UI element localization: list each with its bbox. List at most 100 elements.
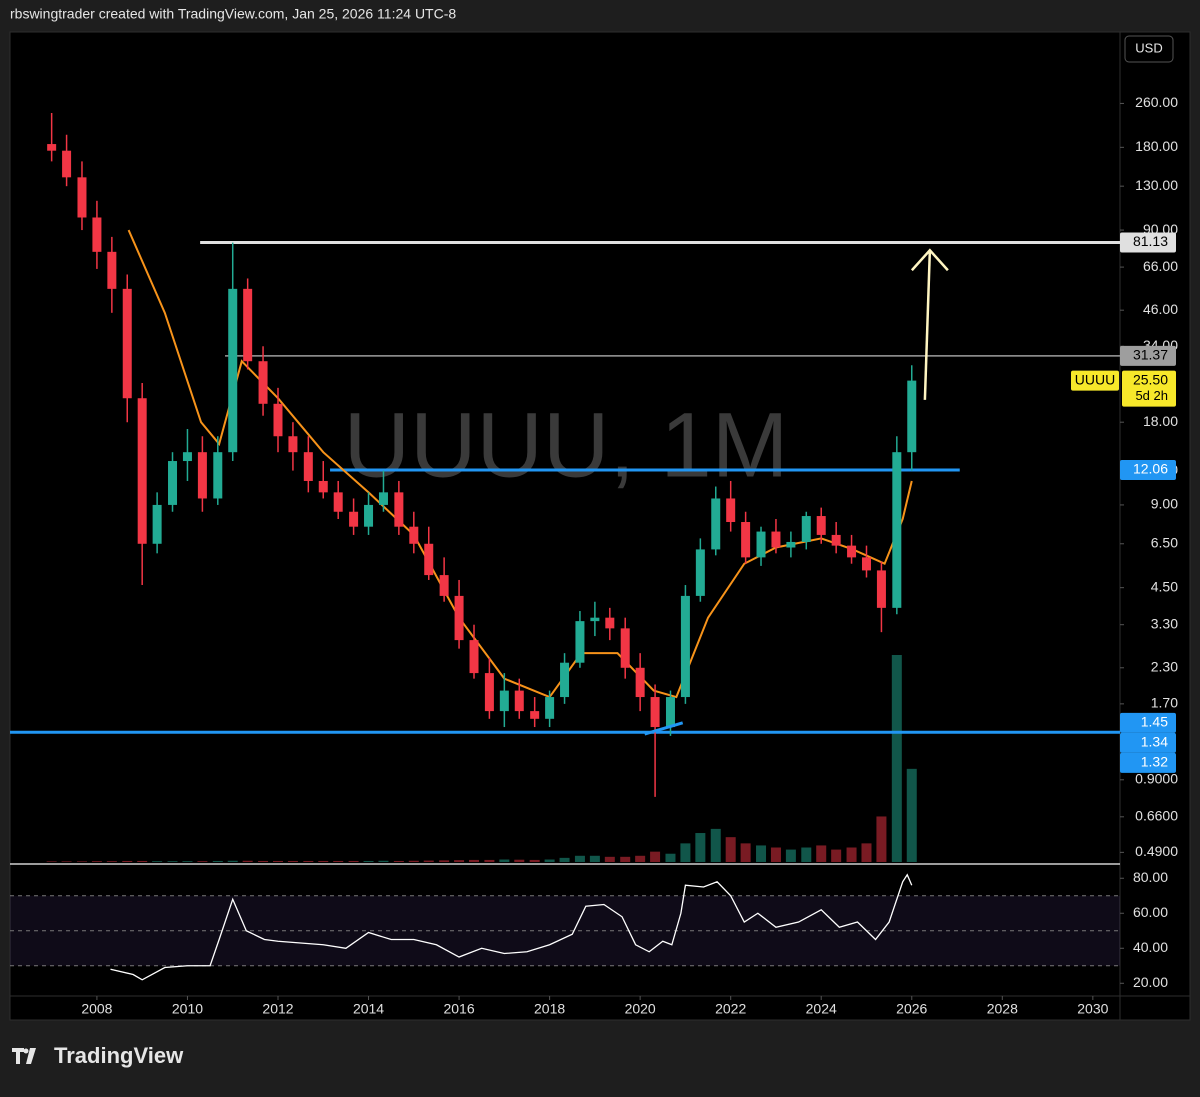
- volume-bar: [91, 861, 102, 862]
- volume-bar: [454, 860, 465, 862]
- volume-bar: [212, 860, 223, 862]
- y-tick-label: 260.00: [1135, 94, 1178, 110]
- candle-body: [454, 595, 464, 641]
- volume-bar: [106, 861, 117, 862]
- arrow-shaft: [923, 250, 932, 400]
- volume-bar: [785, 849, 796, 862]
- candle-body: [831, 534, 841, 546]
- candle-body: [801, 516, 811, 542]
- x-tick-label: 2014: [353, 1001, 384, 1017]
- y-tick-label: 18.00: [1143, 413, 1178, 429]
- candle-body: [333, 492, 343, 512]
- currency-label[interactable]: USD: [1135, 40, 1162, 55]
- volume-bar: [303, 860, 314, 862]
- volume-bar: [469, 859, 480, 862]
- candle-body: [560, 662, 570, 698]
- volume-bar: [484, 859, 495, 862]
- candle-body: [665, 697, 675, 728]
- candle-body: [152, 504, 162, 544]
- price-label: 12.06: [1133, 461, 1168, 477]
- volume-bar: [242, 860, 253, 862]
- logo-text: TradingView: [54, 1043, 184, 1068]
- price-label: 81.13: [1133, 233, 1168, 249]
- volume-bar: [137, 860, 148, 862]
- candle-body: [816, 516, 826, 535]
- candle-body: [62, 150, 72, 178]
- price-label: 1.34: [1141, 734, 1168, 750]
- y-tick-label: 130.00: [1135, 177, 1178, 193]
- y-tick-label: 80.00: [1133, 869, 1168, 885]
- volume-bar: [891, 655, 902, 862]
- candle-body: [273, 403, 283, 437]
- volume-bar: [393, 860, 404, 862]
- candle-body: [892, 452, 902, 608]
- last-price-box: [1122, 370, 1176, 407]
- symbol-label: UUUU: [1075, 371, 1115, 387]
- volume-bar: [408, 860, 419, 862]
- volume-bar: [122, 860, 133, 862]
- volume-bar: [152, 861, 163, 862]
- y-tick-label: 6.50: [1151, 534, 1178, 550]
- candle-body: [786, 541, 796, 548]
- axes: 260.00180.00130.0090.0066.0046.0034.0018…: [81, 94, 1178, 1017]
- rsi-line: [110, 873, 913, 981]
- currency-button[interactable]: [1124, 35, 1174, 63]
- candle-body: [92, 217, 102, 252]
- volume-bar: [650, 851, 661, 862]
- candle-body: [861, 557, 871, 571]
- volume-bar: [439, 860, 450, 862]
- candle-body: [695, 549, 705, 596]
- candle-body: [575, 621, 585, 663]
- candle-body: [409, 526, 419, 544]
- volume-bar: [318, 860, 329, 862]
- volume-bar: [272, 860, 283, 862]
- volume-bar: [906, 768, 917, 862]
- volume-bar: [695, 833, 706, 862]
- volume-bar: [197, 861, 208, 862]
- price-label-box: [1120, 712, 1176, 733]
- candle-body: [484, 673, 494, 712]
- volume-bar: [740, 843, 751, 862]
- price-label-box: [1120, 459, 1176, 480]
- y-tick-label: 4.50: [1151, 578, 1178, 594]
- volume-bar: [61, 861, 72, 862]
- candle-body: [378, 492, 388, 505]
- candle-body: [726, 498, 736, 523]
- y-tick-label: 20.00: [1133, 974, 1168, 990]
- candle-body: [364, 504, 374, 527]
- price-label-box: [1120, 345, 1176, 366]
- volume-bar: [378, 860, 389, 862]
- candle-body: [650, 697, 660, 728]
- y-tick-label: 180.00: [1135, 138, 1178, 154]
- candle-body: [424, 543, 434, 576]
- candle-body: [137, 398, 147, 544]
- volume-bar: [725, 837, 736, 862]
- y-tick-label: 0.9000: [1135, 770, 1178, 786]
- volume-bar: [816, 845, 827, 862]
- volume-bar: [544, 859, 555, 862]
- volume-bar: [333, 860, 344, 862]
- candle-body: [876, 570, 886, 608]
- volume-bar: [635, 855, 646, 862]
- candle-body: [545, 697, 555, 719]
- candle-body: [620, 628, 630, 668]
- x-tick-label: 2016: [443, 1001, 474, 1017]
- candle-body: [469, 640, 479, 674]
- candle-body: [756, 531, 766, 558]
- logo: TradingView: [12, 1043, 184, 1068]
- volume-bar: [846, 847, 857, 862]
- candle-body: [635, 667, 645, 698]
- volume-bar: [46, 861, 57, 862]
- candle-body: [499, 690, 509, 712]
- candle-body: [168, 461, 178, 505]
- candle-body: [680, 595, 690, 698]
- volume-bar: [620, 856, 631, 862]
- volume-bar: [574, 855, 585, 862]
- x-tick-label: 2010: [172, 1001, 203, 1017]
- price-label-box: [1120, 732, 1176, 753]
- candle-body: [394, 492, 404, 527]
- volume-bar: [227, 860, 238, 862]
- candle-body: [590, 617, 600, 622]
